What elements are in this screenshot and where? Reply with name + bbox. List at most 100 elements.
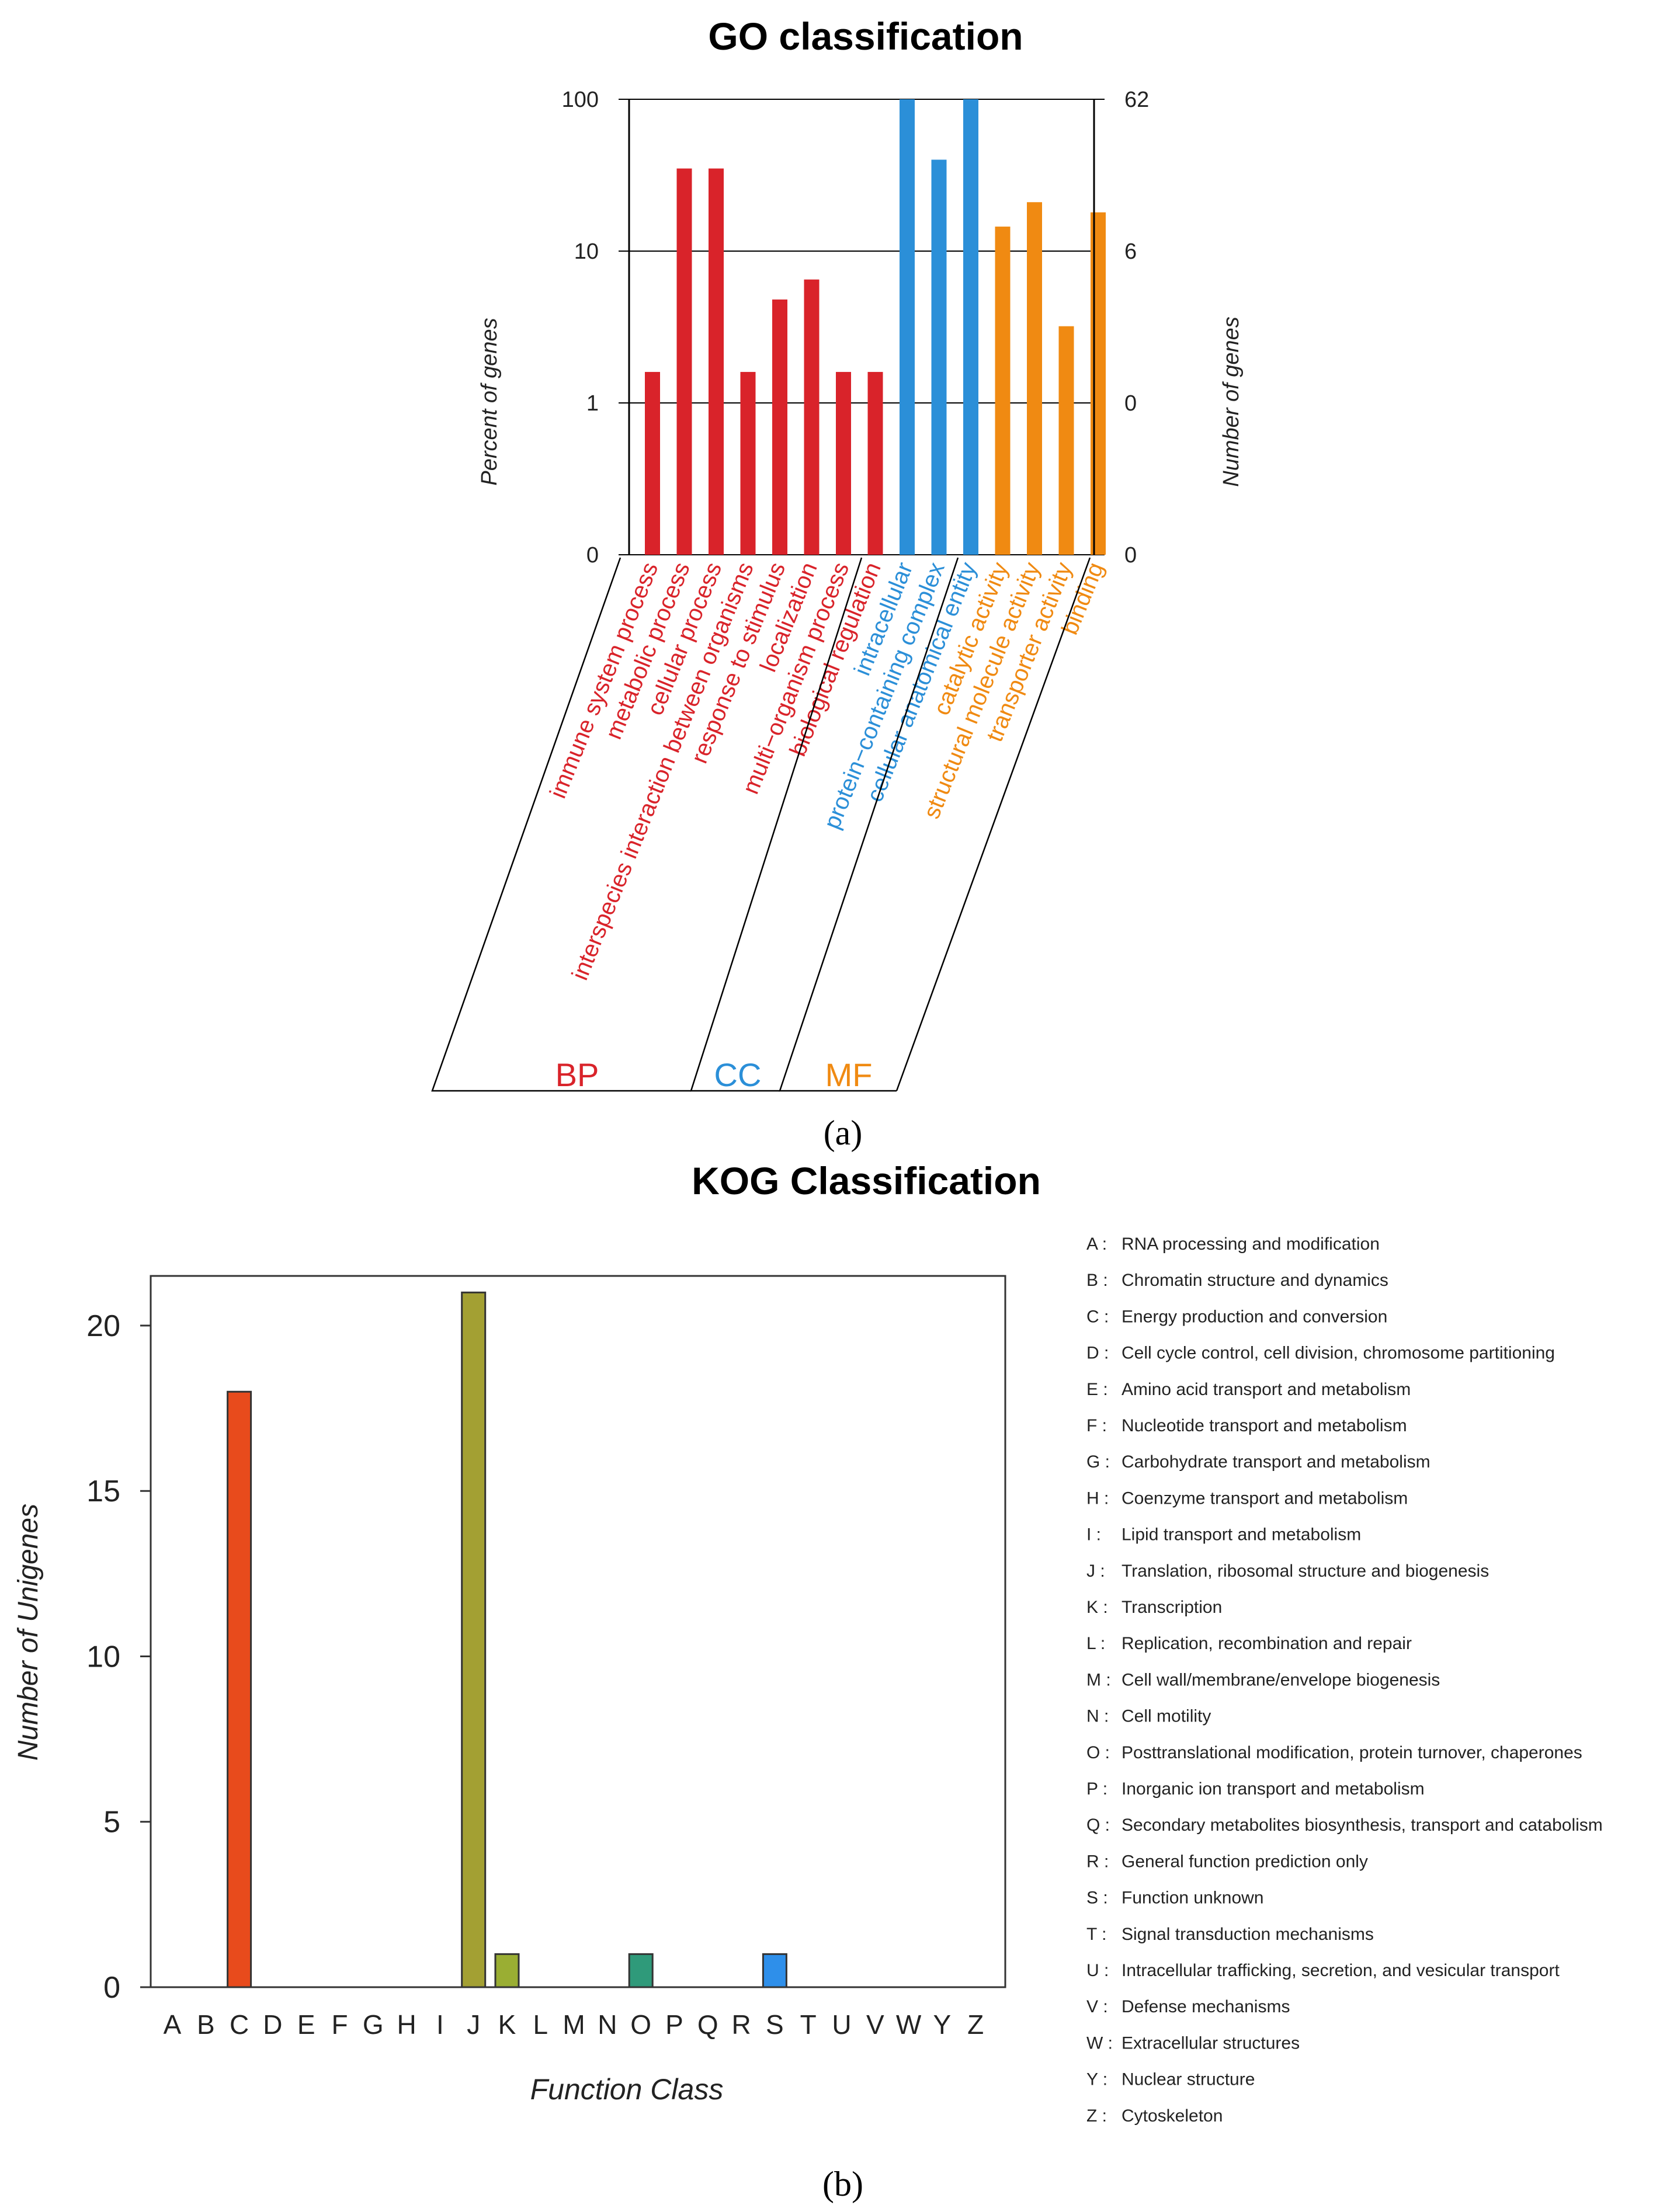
kog-y-ticks: 0 5 10 15 20 <box>86 1309 151 2005</box>
kog-legend-text: Cell wall/membrane/envelope biogenesis <box>1122 1670 1440 1689</box>
caption-b: (b) <box>822 2165 863 2203</box>
kog-legend-text: Transcription <box>1122 1598 1222 1617</box>
kog-legend-text: Inorganic ion transport and metabolism <box>1122 1779 1425 1799</box>
kog-legend-code: Y : <box>1086 2070 1107 2089</box>
go-bar <box>1027 202 1042 555</box>
go-chart-title: GO classification <box>708 15 1023 58</box>
go-group-bracket <box>690 557 863 1092</box>
kog-legend-text: Replication, recombination and repair <box>1122 1634 1412 1653</box>
go-axis-frame <box>628 99 1095 555</box>
go-group-bracket <box>779 557 959 1092</box>
kog-x-tick-label: U <box>832 2009 851 2040</box>
kog-x-tick-label: A <box>164 2009 182 2040</box>
kog-y-tick-label: 15 <box>86 1474 120 1508</box>
go-bar <box>963 99 978 555</box>
go-bar <box>804 279 820 555</box>
kog-legend-text: Cytoskeleton <box>1122 2106 1223 2126</box>
kog-legend-text: Cell motility <box>1122 1707 1211 1726</box>
kog-x-tick-label: L <box>533 2009 548 2040</box>
kog-legend-code: C : <box>1086 1307 1109 1326</box>
kog-legend-text: Cell cycle control, cell division, chrom… <box>1122 1344 1555 1363</box>
kog-x-tick-label: F <box>331 2009 348 2040</box>
kog-x-tick-label: K <box>498 2009 516 2040</box>
kog-y-tick-label: 20 <box>86 1309 120 1343</box>
go-bar <box>676 168 692 555</box>
go-bar <box>1091 212 1106 555</box>
kog-legend-code: B : <box>1086 1271 1108 1290</box>
kog-legend-code: Q : <box>1086 1815 1110 1835</box>
kog-legend-code: P : <box>1086 1779 1107 1799</box>
kog-legend-text: Nucleotide transport and metabolism <box>1122 1416 1407 1435</box>
kog-legend-text: Defense mechanisms <box>1122 1997 1290 2016</box>
go-group-label: MF <box>825 1056 873 1093</box>
go-y-tick-label: 100 <box>562 88 599 112</box>
kog-legend-code: H : <box>1086 1488 1109 1508</box>
kog-legend-text: General function prediction only <box>1122 1852 1368 1871</box>
kog-x-tick-label: O <box>630 2009 651 2040</box>
kog-legend-text: Secondary metabolites biosynthesis, tran… <box>1122 1815 1603 1835</box>
kog-x-tick-label: B <box>197 2009 215 2040</box>
kog-legend-text: Function unknown <box>1122 1888 1264 1908</box>
kog-legend-code: J : <box>1086 1561 1105 1581</box>
kog-x-tick-label: G <box>363 2009 384 2040</box>
kog-x-tick-label: H <box>397 2009 416 2040</box>
go-y2-tick-label: 0 <box>1124 391 1137 416</box>
go-y2-tick-label: 6 <box>1124 239 1137 264</box>
kog-legend-code: S : <box>1086 1888 1108 1908</box>
go-bar <box>772 299 787 555</box>
kog-x-tick-label: S <box>766 2009 784 2040</box>
go-bar <box>867 371 883 555</box>
kog-legend-code: A : <box>1086 1234 1107 1254</box>
kog-legend-text: Amino acid transport and metabolism <box>1122 1380 1411 1399</box>
kog-legend-text: RNA processing and modification <box>1122 1234 1380 1254</box>
go-y2-tick-label: 62 <box>1124 88 1149 112</box>
kog-chart-title: KOG Classification <box>692 1159 1041 1202</box>
kog-y-tick-label: 5 <box>103 1806 120 1839</box>
kog-x-tick-label: I <box>436 2009 444 2040</box>
kog-x-tick-label: Y <box>933 2009 952 2040</box>
kog-legend-text: Chromatin structure and dynamics <box>1122 1271 1388 1290</box>
kog-plot-frame <box>150 1275 1006 1988</box>
go-y-tick-label: 10 <box>574 239 599 264</box>
kog-legend: A : RNA processing and modification B : Chr… <box>1086 1234 1603 2126</box>
kog-bar <box>494 1953 520 1988</box>
go-group-label: BP <box>555 1056 599 1093</box>
kog-bar <box>628 1953 654 1988</box>
kog-legend-text: Translation, ribosomal structure and bio… <box>1122 1561 1489 1581</box>
kog-legend-code: U : <box>1086 1961 1109 1980</box>
kog-x-tick-label: M <box>563 2009 585 2040</box>
go-group-label: CC <box>714 1056 762 1093</box>
kog-bar <box>762 1953 787 1988</box>
go-group-bracket <box>895 557 1091 1091</box>
kog-x-tick-label: N <box>598 2009 617 2040</box>
kog-legend-code: T : <box>1086 1925 1106 1944</box>
kog-legend-code: F : <box>1086 1416 1107 1435</box>
kog-x-tick-label: J <box>467 2009 480 2040</box>
go-bar <box>1058 326 1074 555</box>
kog-legend-text: Signal transduction mechanisms <box>1122 1925 1374 1944</box>
kog-legend-code: N : <box>1086 1707 1109 1726</box>
kog-x-axis-label: Function Class <box>530 2073 724 2106</box>
kog-y-tick-label: 0 <box>103 1971 120 2005</box>
kog-x-tick-label: D <box>263 2009 282 2040</box>
kog-legend-code: V : <box>1086 1997 1108 2016</box>
kog-legend-code: G : <box>1086 1452 1110 1472</box>
go-bars <box>645 99 1106 555</box>
kog-x-tick-label: T <box>800 2009 817 2040</box>
go-bar <box>836 371 851 555</box>
kog-x-tick-label: V <box>866 2009 884 2040</box>
go-group-bracket <box>431 557 691 1092</box>
kog-legend-code: L : <box>1086 1634 1105 1653</box>
kog-legend-text: Carbohydrate transport and metabolism <box>1122 1452 1431 1472</box>
kog-legend-code: I : <box>1086 1525 1101 1545</box>
kog-legend-text: Intracellular trafficking, secretion, an… <box>1122 1961 1560 1980</box>
kog-legend-code: R : <box>1086 1852 1109 1871</box>
kog-y-axis-label: Number of Unigenes <box>13 1504 44 1761</box>
caption-a: (a) <box>824 1114 863 1152</box>
go-bar <box>645 371 660 555</box>
kog-x-tick-label: C <box>230 2009 249 2040</box>
go-y-axis-label: Percent of genes <box>477 318 502 485</box>
